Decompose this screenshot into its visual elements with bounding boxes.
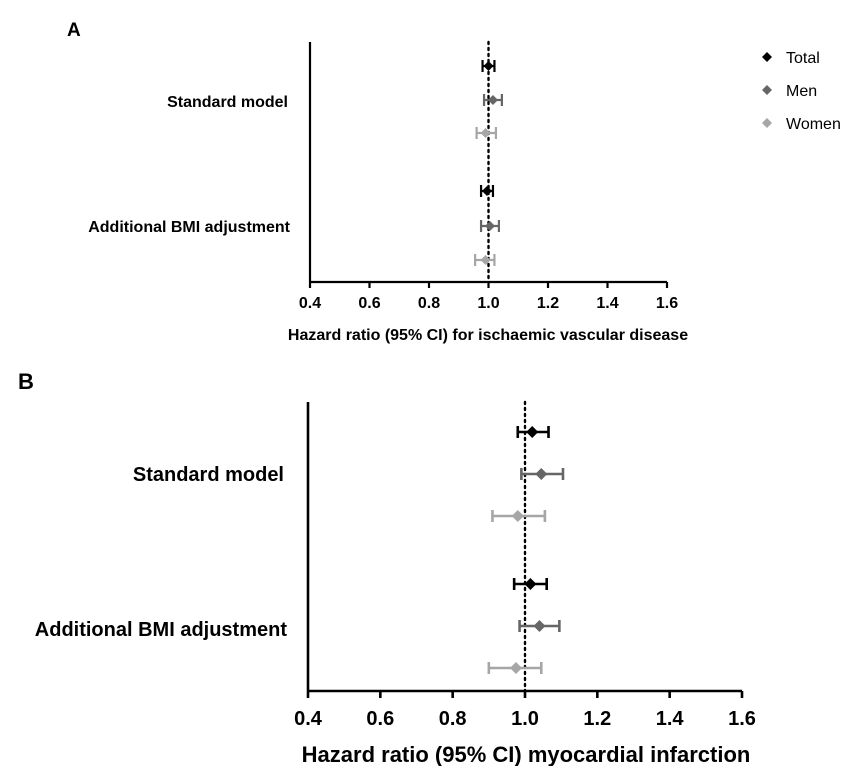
panel-b-x-tick-label: 0.8 [439,708,467,730]
panel-b-estimate-diamond [511,510,524,522]
panel-a-estimate-diamond [480,128,491,138]
panel-a-x-tick-label: 1.6 [656,295,678,312]
panel-a-point-total [481,60,496,72]
panel-a-label: A [67,20,81,41]
panel-b-estimate-diamond [526,426,539,438]
panel-a-estimate-diamond [487,95,498,105]
legend-marker-women [762,118,772,128]
panel-b-point-women [487,662,543,674]
panel-b-x-tick-label: 1.4 [656,708,685,730]
panel-b-point-total [516,426,550,438]
panel-b-x-tick-label: 1.6 [728,708,756,730]
legend-marker-total [762,52,772,62]
panel-a-x-tick-label: 1.4 [596,295,618,312]
panel-a-point-men [482,94,503,106]
panel-a-estimate-diamond [484,221,495,231]
panel-a-x-ticks: 0.4 0.6 0.8 1.0 1.2 1.4 1.6 [299,282,678,312]
panel-a-estimate-diamond [482,186,493,196]
legend-marker-men [762,85,772,95]
panel-b-estimate-diamond [524,578,537,590]
panel-b-x-ticks: 0.4 0.6 0.8 1.0 1.2 1.4 1.6 [294,691,756,730]
panel-b-estimate-diamond [535,468,548,480]
panel-b-point-total [512,578,549,590]
panel-a-point-women [474,254,496,266]
panel-b-estimate-diamond [533,620,546,632]
legend-label-men: Men [786,83,817,100]
panel-b-x-axis-label: Hazard ratio (95% CI) myocardial infarct… [302,742,751,766]
panel-a-estimate-diamond [480,255,491,265]
panel-b-x-tick-label: 0.4 [294,708,323,730]
legend-label-total: Total [786,50,820,67]
panel-a-point-women [475,127,498,139]
panel-a-x-axis-label: Hazard ratio (95% CI) for ischaemic vasc… [288,327,688,344]
panel-a-marks [308,40,667,284]
panel-a-point-men [479,220,501,232]
panel-a-x-tick-label: 0.4 [299,295,321,312]
panel-a-point-total [479,185,495,197]
panel-a-x-tick-label: 0.6 [358,295,380,312]
panel-a-x-tick-label: 1.2 [537,295,559,312]
panel-a-estimate-diamond [483,61,494,71]
panel-a-category-standard-model: Standard model [167,94,288,111]
legend-label-women: Women [786,116,841,133]
panel-b-point-women [491,510,547,522]
panel-b-x-tick-label: 1.0 [511,708,539,730]
legend: Total Men Women [762,50,841,133]
panel-b-estimate-diamond [509,662,522,674]
panel-b-marks [306,400,742,693]
panel-a-x-tick-label: 1.0 [477,295,499,312]
panel-b-label: B [18,369,34,394]
panel-b-x-tick-label: 1.2 [583,708,611,730]
panel-a-x-tick-label: 0.8 [418,295,440,312]
panel-b-point-men [520,468,565,480]
panel-b-category-standard-model: Standard model [133,464,284,486]
panel-b-x-tick-label: 0.6 [366,708,394,730]
panel-a-category-bmi-adjustment: Additional BMI adjustment [88,219,290,236]
panel-b-category-bmi-adjustment: Additional BMI adjustment [35,619,288,641]
panel-b-point-men [518,620,561,632]
